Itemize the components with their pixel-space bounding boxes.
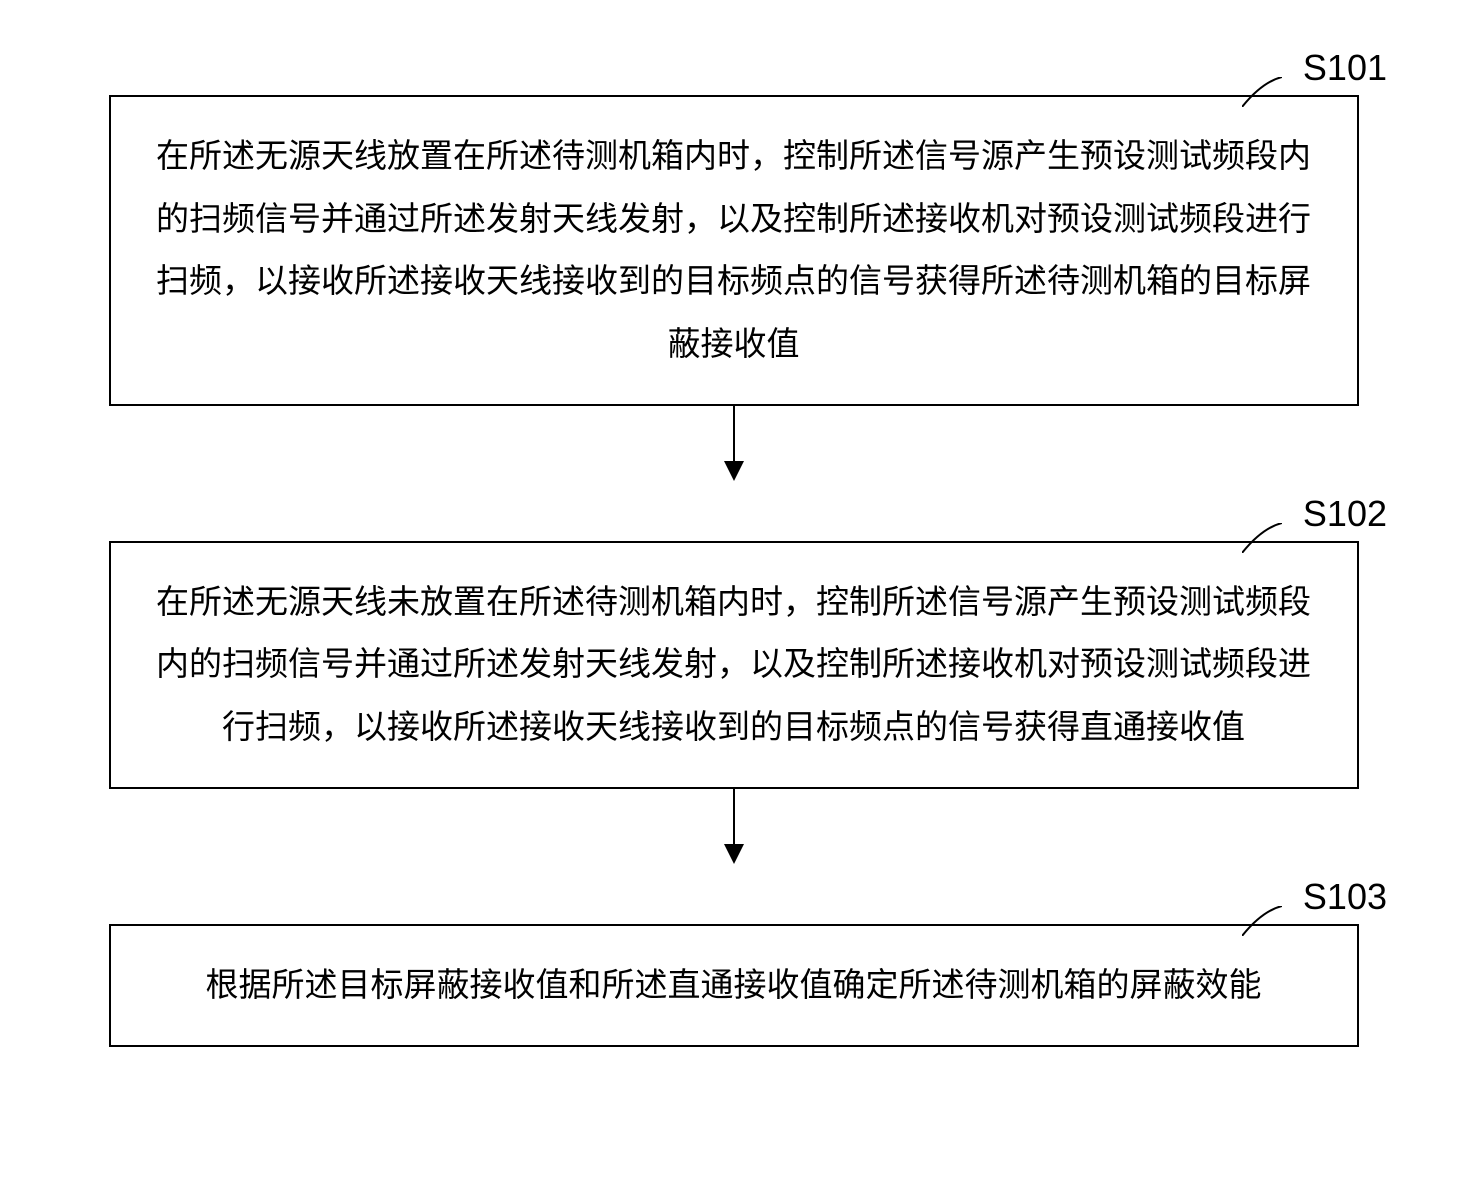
step-2-container: S102 在所述无源天线未放置在所述待测机箱内时，控制所述信号源产生预设测试频段… (40, 541, 1427, 789)
step-1-container: S101 在所述无源天线放置在所述待测机箱内时，控制所述信号源产生预设测试频段内… (40, 95, 1427, 406)
step-1-label-connector (1242, 77, 1282, 107)
step-3-label: S103 (1303, 876, 1387, 918)
step-3-container: S103 根据所述目标屏蔽接收值和所述直通接收值确定所述待测机箱的屏蔽效能 (40, 924, 1427, 1047)
step-3-label-connector (1242, 906, 1282, 936)
step-1-label: S101 (1303, 47, 1387, 89)
arrow-1-container (40, 406, 1427, 486)
arrow-2-container (40, 789, 1427, 869)
step-2-label-connector (1242, 523, 1282, 553)
step-2-label: S102 (1303, 493, 1387, 535)
step-3-box: 根据所述目标屏蔽接收值和所述直通接收值确定所述待测机箱的屏蔽效能 (109, 924, 1359, 1047)
arrow-down-icon (714, 789, 754, 869)
step-2-box: 在所述无源天线未放置在所述待测机箱内时，控制所述信号源产生预设测试频段内的扫频信… (109, 541, 1359, 789)
step-1-box: 在所述无源天线放置在所述待测机箱内时，控制所述信号源产生预设测试频段内的扫频信号… (109, 95, 1359, 406)
arrow-down-icon (714, 406, 754, 486)
flowchart-container: S101 在所述无源天线放置在所述待测机箱内时，控制所述信号源产生预设测试频段内… (40, 40, 1427, 1047)
